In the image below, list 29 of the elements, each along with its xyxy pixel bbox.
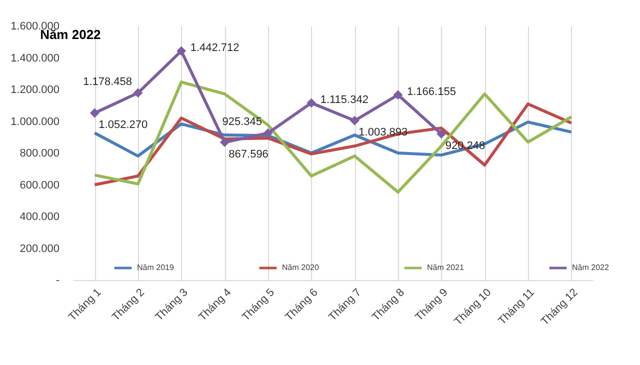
point bbox=[176, 46, 186, 56]
y-tick-label: 1.000.000 bbox=[10, 116, 60, 128]
point bbox=[220, 138, 230, 148]
y-tick-label: 800.000 bbox=[20, 148, 60, 160]
point bbox=[133, 88, 143, 98]
data-label: 1.166.155 bbox=[407, 86, 456, 98]
point bbox=[263, 128, 273, 138]
data-label: 925.345 bbox=[222, 116, 262, 128]
legend-label: Năm 2019 bbox=[137, 263, 174, 272]
data-label: 867.596 bbox=[228, 148, 268, 160]
y-tick-label: 1.200.000 bbox=[10, 84, 60, 96]
data-label: 1.442.712 bbox=[190, 42, 240, 54]
legend-label: Năm 2022 bbox=[572, 263, 610, 272]
y-tick-label: 200.000 bbox=[20, 242, 60, 255]
y-tick-label: - bbox=[56, 274, 60, 286]
y-tick-label: 600.000 bbox=[20, 179, 60, 192]
point bbox=[306, 98, 316, 108]
y-tick-label: 400.000 bbox=[20, 211, 60, 223]
y-tick-label: 1.400.000 bbox=[10, 52, 60, 64]
legend-label: Năm 2020 bbox=[282, 263, 320, 272]
data-label: 1.052.270 bbox=[98, 118, 148, 131]
legend-label: Năm 2021 bbox=[427, 263, 464, 272]
data-label: 1.115.342 bbox=[320, 94, 368, 106]
data-label: 1.178.458 bbox=[83, 76, 132, 88]
point bbox=[90, 108, 100, 118]
data-label: 1.003.893 bbox=[358, 126, 408, 139]
point bbox=[436, 129, 446, 139]
point bbox=[350, 116, 360, 126]
point bbox=[393, 90, 403, 100]
